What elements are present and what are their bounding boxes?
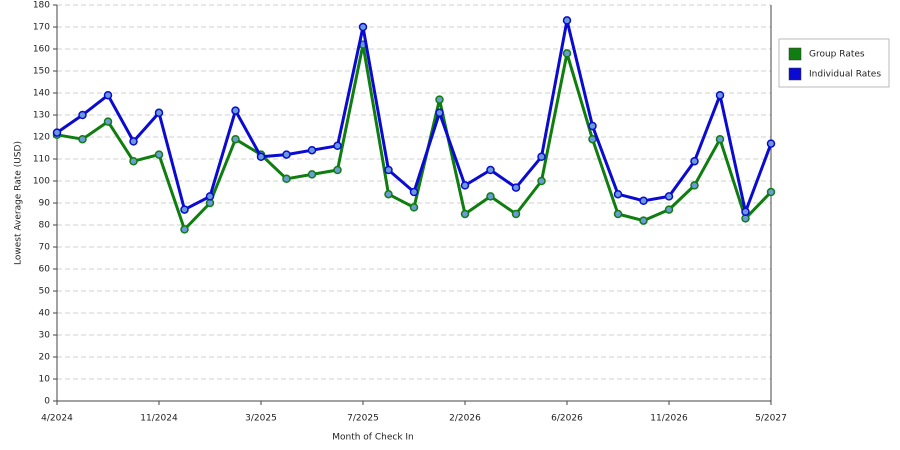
y-tick-label: 100 xyxy=(33,177,50,187)
y-tick-label: 30 xyxy=(39,331,51,341)
y-tick-label: 80 xyxy=(39,221,51,231)
data-point xyxy=(358,22,368,32)
data-point xyxy=(129,137,138,146)
data-point xyxy=(562,16,572,25)
data-point xyxy=(409,187,419,197)
data-point xyxy=(307,170,317,179)
x-tick-label: 7/2025 xyxy=(347,414,379,424)
data-point xyxy=(664,205,674,214)
y-tick-label: 10 xyxy=(39,375,51,385)
data-point xyxy=(562,49,572,58)
x-tick-label: 4/2024 xyxy=(41,414,73,424)
data-point xyxy=(103,90,113,100)
data-point xyxy=(537,176,546,186)
data-point xyxy=(409,203,419,212)
y-tick-label: 130 xyxy=(33,111,50,121)
data-point xyxy=(639,216,648,225)
data-point xyxy=(333,141,342,151)
legend-label: Group Rates xyxy=(809,50,865,60)
legend-swatch xyxy=(788,47,802,61)
data-point xyxy=(766,139,776,148)
data-point xyxy=(613,189,623,199)
data-point xyxy=(384,165,393,175)
data-point xyxy=(511,183,521,192)
data-point xyxy=(180,205,189,214)
y-tick-label: 160 xyxy=(33,45,50,55)
data-point xyxy=(741,207,750,217)
x-tick-label: 3/2025 xyxy=(245,414,277,424)
data-point xyxy=(103,117,113,126)
x-tick-label: 11/2026 xyxy=(650,414,688,424)
data-point xyxy=(486,165,495,175)
x-tick-label: 11/2024 xyxy=(140,414,178,424)
y-axis-label: Lowest Average Rate (USD) xyxy=(14,141,24,265)
x-tick-label: 6/2026 xyxy=(551,414,583,424)
data-point xyxy=(690,156,699,166)
y-tick-label: 180 xyxy=(33,1,50,11)
x-axis-label: Month of Check In xyxy=(332,433,414,443)
data-point xyxy=(129,156,138,166)
data-point xyxy=(231,106,240,115)
data-point xyxy=(639,196,648,206)
data-point xyxy=(307,145,317,155)
data-point xyxy=(486,192,495,201)
data-point xyxy=(154,150,164,159)
y-tick-label: 120 xyxy=(33,133,50,143)
data-point xyxy=(333,165,342,175)
y-tick-label: 150 xyxy=(33,67,50,77)
data-point xyxy=(256,152,266,162)
data-point xyxy=(460,181,470,190)
data-point xyxy=(282,150,291,159)
y-tick-label: 110 xyxy=(33,155,50,165)
data-point xyxy=(78,110,87,120)
data-point xyxy=(205,192,215,201)
data-point xyxy=(282,174,291,184)
data-point xyxy=(435,95,444,104)
data-point xyxy=(690,181,699,190)
data-point xyxy=(766,187,776,197)
data-point xyxy=(511,209,521,219)
y-tick-label: 40 xyxy=(39,309,51,319)
data-point xyxy=(715,134,725,144)
x-tick-label: 2/2026 xyxy=(449,414,481,424)
data-point xyxy=(231,134,240,144)
data-point xyxy=(78,134,87,144)
y-tick-label: 170 xyxy=(33,23,50,33)
data-point xyxy=(460,209,470,219)
data-point xyxy=(664,192,674,201)
y-tick-label: 70 xyxy=(39,243,51,253)
y-tick-label: 140 xyxy=(33,89,50,99)
y-tick-label: 0 xyxy=(44,397,50,407)
legend-swatch xyxy=(788,67,802,81)
data-point xyxy=(180,225,189,234)
data-point xyxy=(154,108,164,118)
y-tick-label: 50 xyxy=(39,287,51,297)
data-point xyxy=(537,152,546,162)
data-point xyxy=(715,90,725,100)
data-point xyxy=(384,189,393,199)
legend-label: Individual Rates xyxy=(809,70,881,80)
data-point xyxy=(435,108,444,118)
data-point xyxy=(52,128,62,137)
y-tick-label: 20 xyxy=(39,353,51,363)
data-point xyxy=(588,121,597,131)
y-tick-label: 60 xyxy=(39,265,51,275)
y-tick-label: 90 xyxy=(39,199,51,209)
x-tick-label: 5/2027 xyxy=(755,414,787,424)
data-point xyxy=(613,209,623,219)
